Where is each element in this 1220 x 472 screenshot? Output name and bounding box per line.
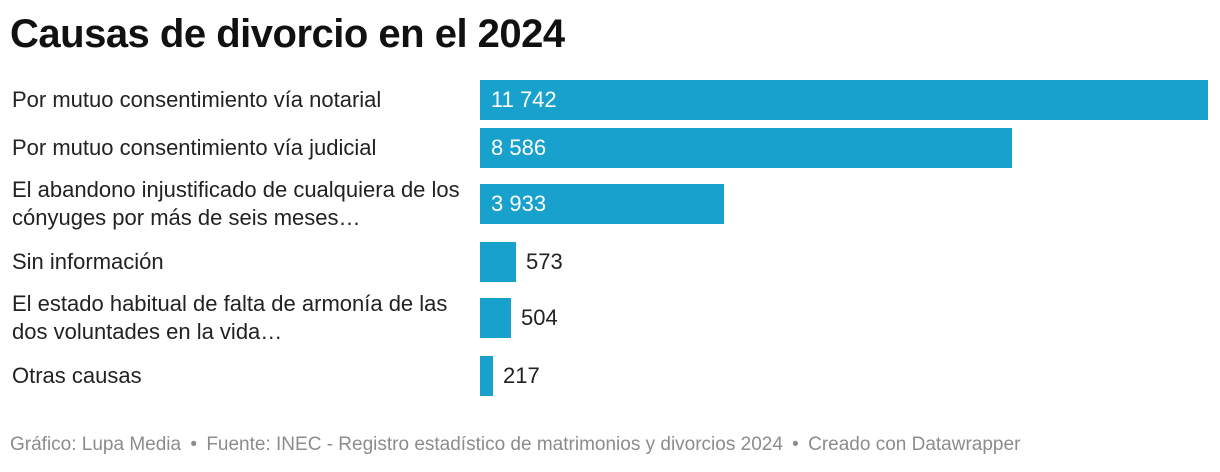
footer-separator: • [190,434,198,455]
chart-footer: Gráfico: Lupa Media • Fuente: INEC - Reg… [10,434,1020,456]
bar [480,184,724,224]
footer-separator: • [792,434,799,455]
chart-title: Causas de divorcio en el 2024 [10,12,565,56]
bar-value-label: 8 586 [491,135,547,160]
bar-value-label: 3 933 [491,191,547,216]
bar [480,80,1208,120]
category-label: El abandono injustificado de cualquiera … [12,177,460,230]
bar-value-label: 11 742 [491,87,557,112]
bar-value-label: 573 [526,249,563,274]
bar [480,242,516,282]
footer-source: Fuente: INEC - Registro estadístico de m… [206,434,783,455]
bar [480,128,1012,168]
bar [480,298,511,338]
footer-credit: Gráfico: Lupa Media [10,434,182,455]
footer-created-with: Creado con Datawrapper [808,434,1021,455]
bar-value-label: 217 [503,363,540,388]
category-label: El estado habitual de falta de armonía d… [12,291,448,344]
category-label: Por mutuo consentimiento vía judicial [12,135,377,160]
category-label: Otras causas [12,363,142,388]
category-label: Por mutuo consentimiento vía notarial [12,87,382,112]
bar-value-label: 504 [521,305,558,330]
category-label: Sin información [12,249,164,274]
bar [480,356,493,396]
